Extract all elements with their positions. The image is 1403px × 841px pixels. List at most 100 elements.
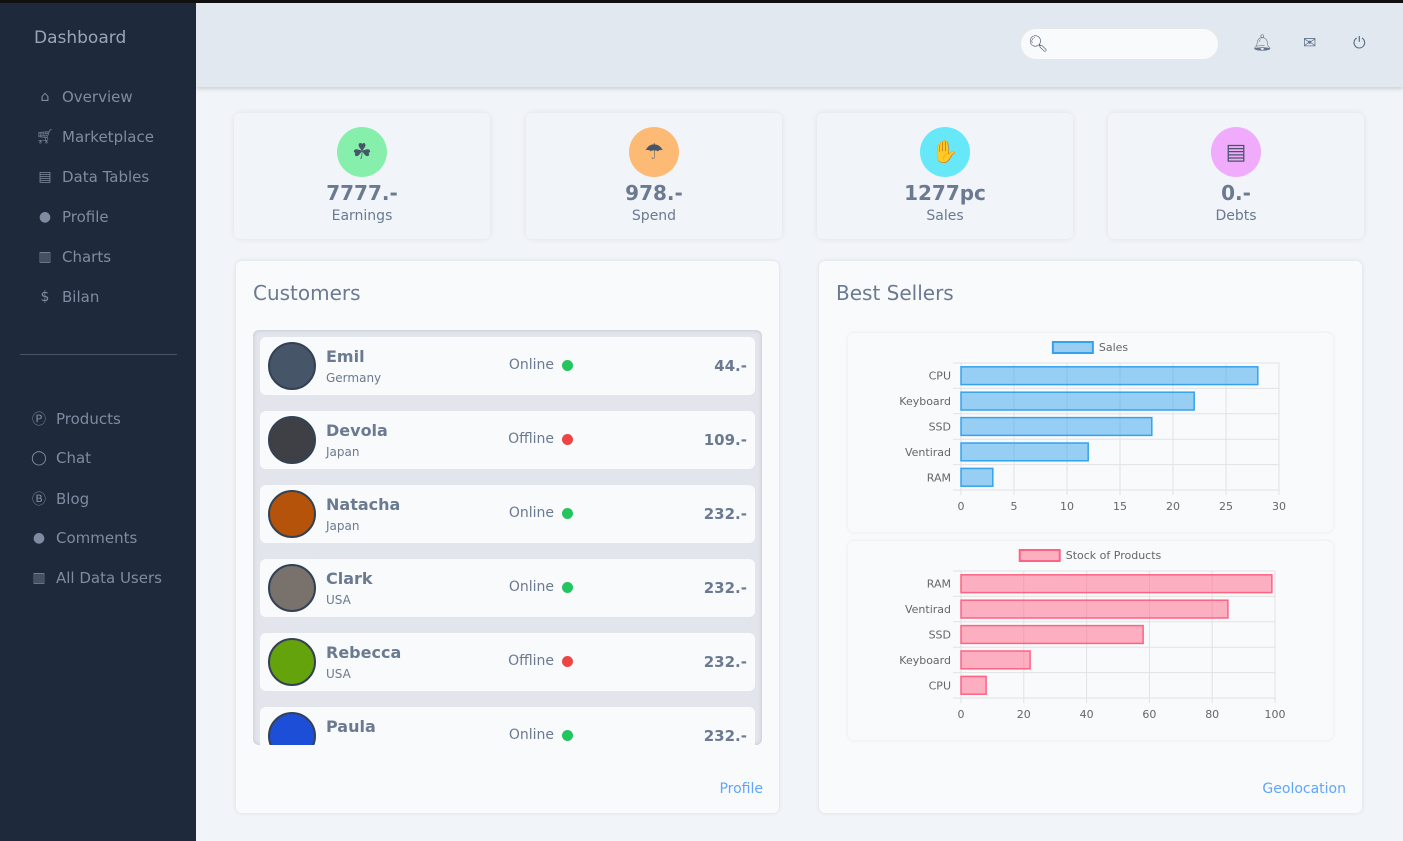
status-dot-icon — [562, 433, 573, 445]
customer-row[interactable]: Clark USA Online 232.- — [260, 559, 755, 617]
legend-label: Stock of Products — [1066, 549, 1162, 562]
customers-title: Customers — [253, 281, 361, 305]
stat-card-sales: ✋ 1277pc Sales — [817, 113, 1073, 239]
stat-value: 978.- — [625, 181, 683, 205]
bar — [960, 624, 1144, 645]
customer-name: Devola — [326, 421, 388, 440]
status-dot-icon — [562, 507, 573, 519]
bar — [960, 574, 1273, 594]
x-tick-label: 25 — [1219, 500, 1233, 513]
stat-card-debts: ▤ 0.- Debts — [1108, 113, 1364, 239]
status-badge: Online — [509, 357, 573, 373]
customer-name: Clark — [326, 569, 373, 588]
home-icon: ⌂ — [40, 89, 50, 105]
customer-amount: 232.- — [703, 727, 747, 745]
stat-card-spend: ☂ 978.- Spend — [526, 113, 782, 239]
customer-row[interactable]: Emil Germany Online 44.- — [260, 337, 755, 395]
nav-label: Charts — [62, 248, 112, 266]
nav-label: Bilan — [62, 288, 100, 306]
sidebar-item-blog[interactable]: Ⓑ Blog — [30, 489, 89, 509]
x-tick-label: 80 — [1205, 708, 1219, 721]
y-tick-label: RAM — [927, 471, 951, 484]
y-tick-label: Ventirad — [905, 603, 951, 616]
x-tick-label: 0 — [958, 708, 965, 721]
sidebar-divider — [20, 354, 177, 355]
customer-row[interactable]: Natacha Japan Online 232.- — [260, 485, 755, 543]
sidebar-item-data-tables[interactable]: ▤ Data Tables — [36, 168, 149, 186]
y-tick-label: RAM — [927, 578, 951, 591]
status-text: Online — [508, 727, 554, 743]
dollar-icon: $ — [40, 289, 50, 305]
customer-amount: 232.- — [703, 579, 747, 597]
sidebar-item-products[interactable]: Ⓟ Products — [30, 409, 121, 429]
search-icon: 🔍︎ — [1028, 34, 1049, 53]
nav-label: Overview — [62, 88, 133, 106]
nav-label: All Data Users — [56, 569, 162, 587]
stat-value: 0.- — [1221, 181, 1251, 205]
geolocation-link[interactable]: Geolocation — [1262, 781, 1346, 797]
sidebar-item-charts[interactable]: ▥ Charts — [36, 248, 111, 266]
x-tick-label: 100 — [1265, 708, 1286, 721]
nav-label: Blog — [56, 490, 90, 508]
bar — [960, 391, 1195, 411]
customer-name: Natacha — [326, 495, 401, 514]
nav-label: Marketplace — [62, 128, 154, 146]
sidebar-item-comments[interactable]: ● Comments — [30, 529, 137, 547]
status-text: Offline — [508, 653, 554, 669]
customer-row[interactable]: Rebecca USA Offline 232.- — [260, 633, 755, 691]
avatar — [268, 490, 316, 538]
bell-icon[interactable]: 🔔︎ — [1252, 33, 1273, 52]
mail-icon[interactable]: ✉ — [1303, 33, 1317, 52]
x-tick-label: 20 — [1166, 500, 1180, 513]
sidebar-item-marketplace[interactable]: 🛒︎ Marketplace — [36, 128, 154, 146]
customer-amount: 232.- — [703, 505, 747, 523]
bar — [960, 416, 1153, 437]
legend-swatch — [1018, 549, 1061, 562]
y-tick-label: Ventirad — [905, 446, 951, 459]
cash-hand-icon: ✋ — [920, 127, 970, 177]
status-badge: Online — [509, 579, 573, 595]
y-tick-label: Keyboard — [899, 395, 951, 408]
stat-value: 1277pc — [904, 181, 986, 205]
stock-chart: Stock of Products 0 20 40 60 80 100 RAM Ventirad… — [848, 541, 1333, 740]
status-dot-icon — [562, 581, 573, 593]
customer-country: Germany — [326, 371, 382, 385]
x-tick-label: 20 — [1017, 708, 1031, 721]
y-tick-label: SSD — [929, 629, 951, 642]
customer-list[interactable]: Emil Germany Online 44.- Devola Japan Of… — [253, 330, 762, 745]
nav-label: Comments — [56, 529, 138, 547]
customer-row[interactable]: Devola Japan Offline 109.- — [260, 411, 755, 469]
profile-link[interactable]: Profile — [719, 781, 763, 797]
stat-label: Debts — [1215, 208, 1257, 224]
stat-value: 7777.- — [326, 181, 398, 205]
status-badge: Offline — [508, 431, 573, 447]
x-tick-label: 60 — [1142, 708, 1156, 721]
customer-country: Japan — [326, 519, 360, 533]
plant-money-icon: ☘ — [337, 127, 387, 177]
bar — [960, 442, 1089, 462]
search-input[interactable]: 🔍︎ — [1020, 28, 1219, 60]
status-dot-icon — [562, 729, 573, 741]
status-badge: Online — [509, 505, 573, 521]
clipboard-icon: ▤ — [38, 169, 52, 185]
power-icon[interactable]: ⏻ — [1353, 33, 1366, 52]
customer-country: USA — [326, 593, 351, 607]
status-badge: Offline — [508, 653, 573, 669]
x-tick-label: 15 — [1113, 500, 1127, 513]
sidebar-item-overview[interactable]: ⌂ Overview — [36, 88, 133, 106]
status-text: Online — [508, 505, 554, 521]
x-tick-label: 10 — [1060, 500, 1074, 513]
sidebar-item-profile[interactable]: ● Profile — [36, 208, 109, 226]
status-text: Online — [508, 357, 554, 373]
customer-amount: 109.- — [703, 431, 747, 449]
best-sellers-panel: Best Sellers Sales 0 5 10 15 20 25 30 CPU Keyboar… — [819, 261, 1362, 813]
sidebar-item-chat[interactable]: ◯ Chat — [30, 449, 91, 467]
header: 🔍︎ 🔔︎ ✉ ⏻ — [196, 3, 1403, 87]
bar — [960, 599, 1229, 619]
nav-label: Chat — [56, 449, 92, 467]
sidebar-item-all-data-users[interactable]: ▥ All Data Users — [30, 569, 162, 587]
customer-row[interactable]: Paula Online 232.- — [260, 707, 755, 745]
sidebar: Dashboard ⌂ Overview 🛒︎ Marketplace ▤ Data … — [0, 3, 196, 841]
sidebar-item-bilan[interactable]: $ Bilan — [36, 288, 100, 306]
bar — [960, 366, 1259, 386]
